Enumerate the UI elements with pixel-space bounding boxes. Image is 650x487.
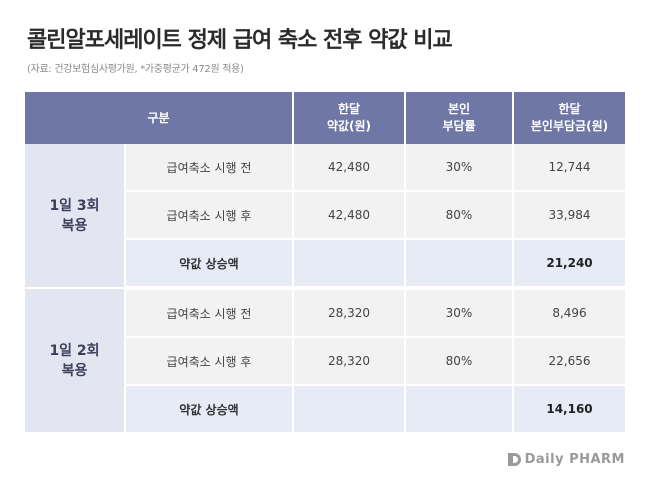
- table-row: 1일 3회 복용 급여축소 시행 전 42,480 30% 12,744: [25, 144, 625, 289]
- group-label-line2: 복용: [61, 217, 88, 234]
- header-copay-amount-line1: 한달: [558, 102, 581, 116]
- header-monthly-price-line1: 한달: [337, 102, 361, 116]
- sum-copay-cell: 21,240: [513, 239, 625, 290]
- page-title: 콜린알포세레이트 정제 급여 축소 전후 약값 비교: [27, 28, 453, 53]
- sum-row: 약값 상승액 14,160: [25, 385, 625, 434]
- copay-rate-cell: 80%: [405, 337, 514, 386]
- group-label-line1: 1일 2회: [49, 342, 100, 359]
- row-label: 급여축소 시행 전: [125, 288, 294, 338]
- table-row: 급여축소 시행 후 42,480 80% 33,984: [25, 191, 625, 240]
- header-category: 구분: [25, 92, 294, 144]
- sum-rate-cell: [405, 239, 514, 290]
- table-header-row: 구분 한달 약값(원) 본인 부담률 한달 본인부담금(원): [25, 92, 625, 144]
- header-copay-rate-line2: 부담률: [442, 119, 476, 133]
- copay-amount-cell: 33,984: [513, 191, 625, 240]
- copay-rate-cell: 30%: [405, 144, 514, 192]
- price-comparison-table: 구분 한달 약값(원) 본인 부담률 한달 본인부담금(원) 1일 3회 복용 …: [25, 92, 625, 434]
- sum-price-cell: [293, 239, 406, 290]
- group-label-line1: 1일 3회: [49, 197, 100, 214]
- dailypharm-logo-icon: [507, 453, 521, 466]
- brand-name: Daily PHARM: [524, 452, 625, 467]
- sum-rate-cell: [405, 385, 514, 434]
- copay-amount-cell: 12,744: [513, 144, 625, 192]
- row-label: 급여축소 시행 전: [125, 144, 294, 192]
- brand-logo: Daily PHARM: [507, 452, 625, 467]
- copay-rate-cell: 80%: [405, 191, 514, 240]
- copay-rate-cell: 30%: [405, 288, 514, 338]
- sum-copay-cell: 14,160: [513, 385, 625, 434]
- table-row: 급여축소 시행 후 28,320 80% 22,656: [25, 337, 625, 386]
- header-copay-amount: 한달 본인부담금(원): [513, 92, 625, 144]
- header-copay-amount-line2: 본인부담금(원): [530, 119, 609, 133]
- monthly-price-cell: 42,480: [293, 191, 406, 240]
- header-copay-rate: 본인 부담률: [405, 92, 514, 144]
- group-label: 1일 2회 복용: [25, 288, 126, 434]
- header-monthly-price-line2: 약값(원): [326, 119, 372, 133]
- copay-amount-cell: 22,656: [513, 337, 625, 386]
- copay-amount-cell: 8,496: [513, 288, 625, 338]
- sum-price-cell: [293, 385, 406, 434]
- row-label: 급여축소 시행 후: [125, 337, 294, 386]
- sum-label: 약값 상승액: [125, 239, 294, 290]
- monthly-price-cell: 28,320: [293, 288, 406, 338]
- group-label-line2: 복용: [61, 362, 88, 379]
- group-label: 1일 3회 복용: [25, 144, 126, 289]
- header-monthly-price: 한달 약값(원): [293, 92, 406, 144]
- sum-label: 약값 상승액: [125, 385, 294, 434]
- row-label: 급여축소 시행 후: [125, 191, 294, 240]
- sum-row: 약값 상승액 21,240: [25, 239, 625, 290]
- monthly-price-cell: 28,320: [293, 337, 406, 386]
- source-note: (자료: 건강보험심사평가원, *가중평균가 472원 적용): [27, 64, 244, 75]
- table-row: 1일 2회 복용 급여축소 시행 전 28,320 30% 8,496: [25, 288, 625, 434]
- monthly-price-cell: 42,480: [293, 144, 406, 192]
- header-copay-rate-line1: 본인: [447, 102, 471, 116]
